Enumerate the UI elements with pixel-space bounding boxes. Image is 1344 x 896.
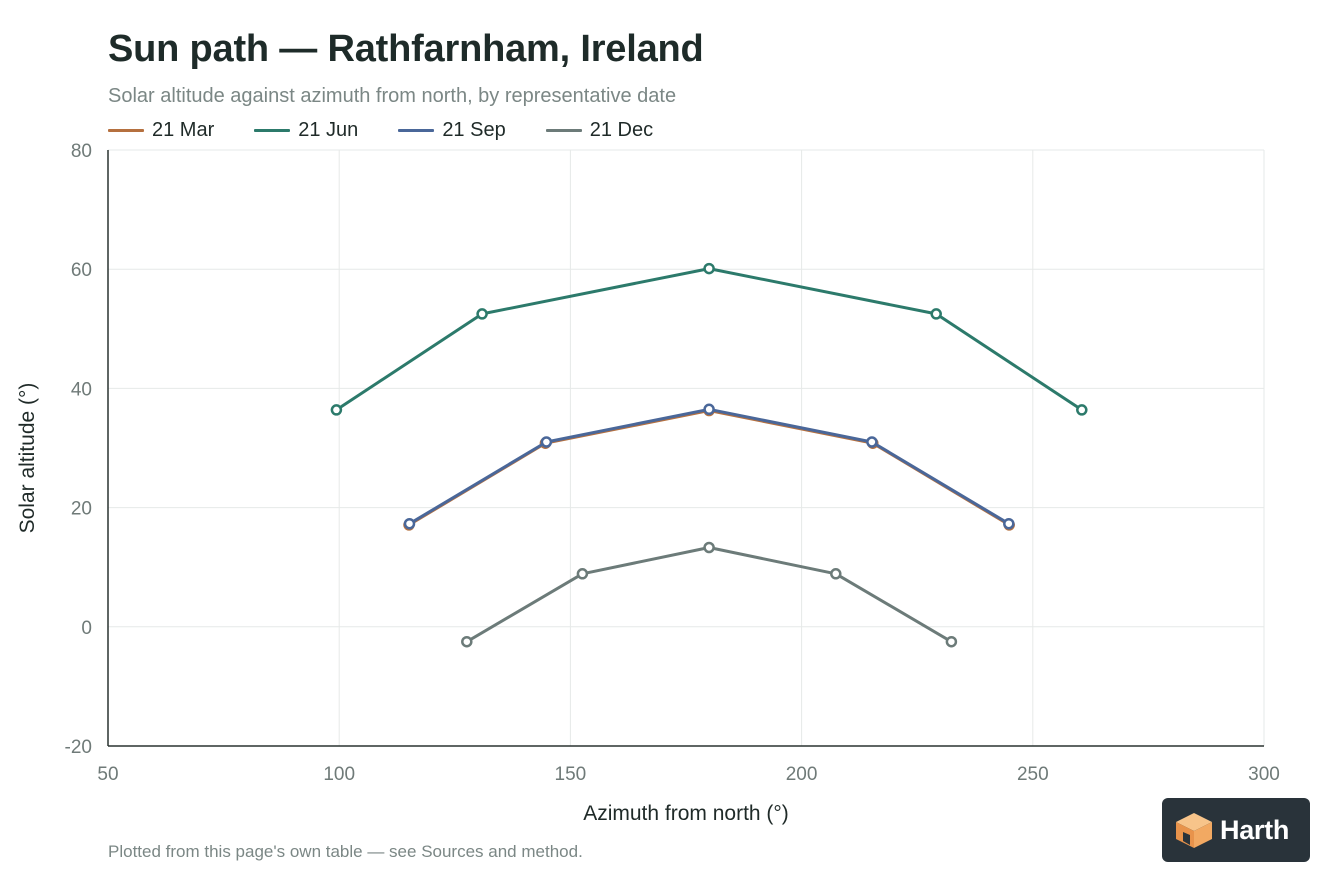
legend-swatch-21-mar (108, 129, 144, 132)
legend-item-21-sep[interactable]: 21 Sep (398, 119, 506, 142)
data-point-21-sep (866, 436, 878, 448)
data-point-21-jun (930, 308, 942, 320)
data-point-21-dec (703, 541, 715, 554)
data-point-21-dec (830, 568, 842, 580)
x-tick-label: 250 (1017, 764, 1049, 785)
x-tick-label: 300 (1248, 764, 1280, 785)
legend-label-21-sep: 21 Sep (442, 119, 506, 141)
legend: 21 Mar 21 Jun 21 Sep 21 Dec (108, 119, 693, 142)
series-21-sep (403, 403, 1015, 530)
legend-item-21-mar[interactable]: 21 Mar (108, 119, 214, 142)
legend-item-21-dec[interactable]: 21 Dec (545, 119, 654, 142)
legend-swatch-21-sep (398, 129, 435, 132)
data-point-21-jun (703, 262, 715, 275)
series-21-mar (403, 404, 1015, 531)
legend-swatch-21-jun (254, 129, 291, 132)
x-tick-label: 150 (555, 764, 587, 785)
data-point-21-dec (945, 635, 958, 648)
data-point-21-sep (1003, 517, 1015, 530)
data-point-21-sep (703, 403, 715, 416)
harth-logo[interactable]: Harth (1162, 798, 1310, 862)
series-21-dec (461, 541, 958, 648)
series-21-jun (330, 262, 1088, 416)
data-point-21-jun (476, 308, 488, 320)
data-point-21-dec (461, 635, 473, 648)
y-tick-label: 0 (81, 618, 92, 639)
series-line-21-sep (408, 407, 1011, 526)
chart-subtitle: Solar altitude against azimuth from nort… (108, 85, 677, 107)
x-tick-label: 50 (97, 764, 118, 785)
legend-label-21-mar: 21 Mar (152, 119, 215, 141)
x-axis-title: Azimuth from north (°) (583, 802, 789, 825)
data-point-21-jun (1076, 404, 1088, 416)
y-tick-label: 20 (71, 499, 92, 520)
y-tick-label: -20 (65, 737, 92, 758)
data-point-21-dec (576, 568, 589, 580)
series-line-21-dec (465, 546, 953, 644)
data-point-21-sep (403, 517, 416, 530)
footnote: Plotted from this page's own table — see… (108, 842, 583, 861)
legend-swatch-21-dec (545, 129, 582, 132)
y-tick-label: 40 (71, 379, 92, 400)
x-tick-label: 200 (786, 764, 818, 785)
harth-logo-icon (1176, 813, 1212, 848)
data-point-21-sep (540, 436, 553, 448)
chart-title: Sun path — Rathfarnham, Ireland (108, 28, 704, 70)
data-point-21-jun (330, 404, 343, 416)
legend-label-21-dec: 21 Dec (589, 119, 654, 141)
y-tick-label: 80 (71, 141, 92, 162)
y-axis-title: Solar altitude (°) (16, 383, 39, 534)
legend-item-21-jun[interactable]: 21 Jun (254, 119, 358, 142)
legend-label-21-jun: 21 Jun (298, 119, 359, 141)
x-tick-label: 100 (323, 764, 355, 785)
harth-logo-text: Harth (1220, 814, 1290, 845)
y-tick-label: 60 (71, 260, 92, 281)
